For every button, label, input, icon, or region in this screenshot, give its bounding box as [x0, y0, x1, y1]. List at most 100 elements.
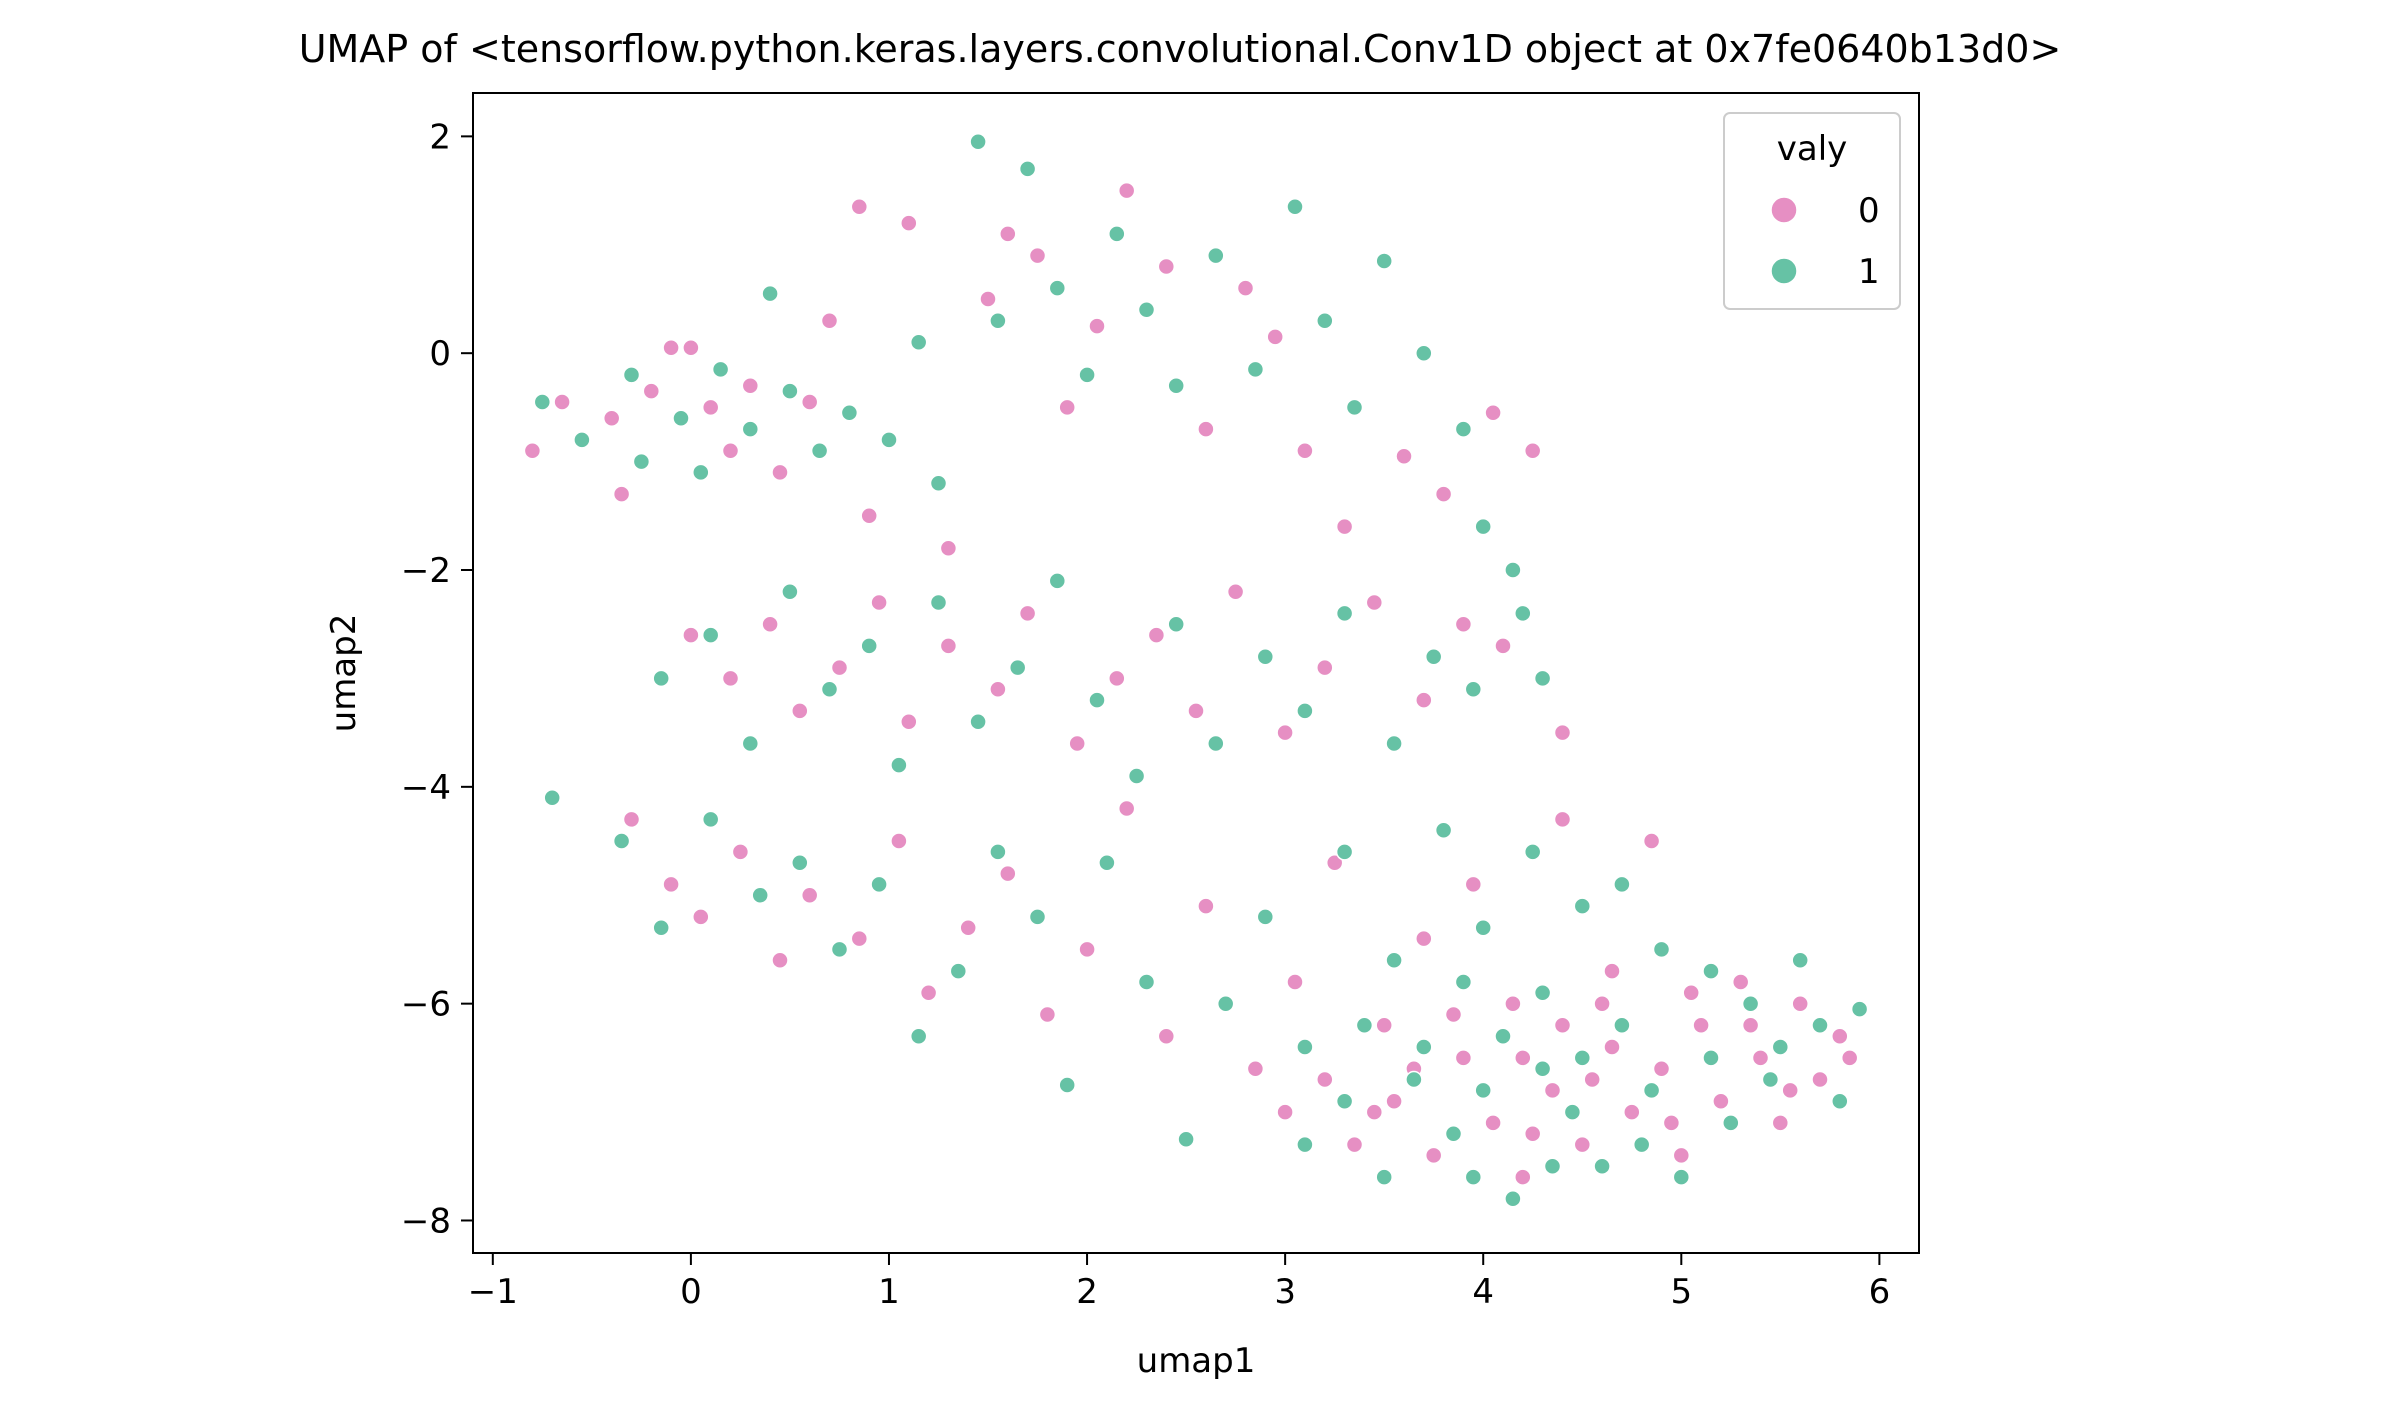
x-tick-label: 6 [1869, 1272, 1891, 1312]
data-point-class-1 [612, 832, 631, 850]
data-point-class-0 [1494, 637, 1512, 655]
data-point-class-1 [909, 1027, 928, 1045]
data-point-class-0 [1157, 1027, 1176, 1045]
data-point-class-0 [1543, 1081, 1562, 1100]
data-point-class-1 [810, 442, 829, 460]
data-point-class-1 [1415, 1038, 1433, 1056]
data-point-class-0 [1573, 1135, 1592, 1154]
data-point-class-1 [820, 680, 839, 699]
data-point-class-0 [1593, 994, 1611, 1013]
data-point-class-1 [1454, 973, 1473, 991]
data-point-class-0 [1751, 1049, 1770, 1067]
data-point-class-1 [1098, 853, 1116, 872]
data-point-class-0 [1484, 404, 1502, 422]
data-point-class-1 [1563, 1103, 1582, 1121]
data-point-class-0 [1583, 1070, 1601, 1089]
data-point-class-0 [999, 225, 1017, 243]
data-point-class-0 [1514, 1049, 1532, 1067]
data-point-class-1 [1008, 658, 1027, 677]
data-point-class-0 [1771, 1114, 1790, 1132]
data-point-class-0 [1444, 1005, 1463, 1024]
data-point-class-0 [771, 463, 789, 482]
chart-title: UMAP of <tensorflow.python.keras.layers.… [299, 27, 2062, 71]
data-point-class-1 [1018, 160, 1037, 178]
data-point-class-1 [701, 626, 720, 644]
x-tick-label: 5 [1670, 1272, 1692, 1312]
data-point-class-1 [573, 431, 591, 449]
y-axis: −8 −6 −4 −2 0 2 [401, 117, 473, 1241]
data-point-class-0 [1415, 691, 1433, 709]
data-point-class-1 [1216, 994, 1235, 1013]
data-point-class-0 [860, 507, 878, 525]
data-point-class-1 [1573, 1049, 1592, 1067]
data-point-class-1 [1474, 1081, 1492, 1100]
data-point-class-0 [1157, 257, 1176, 276]
data-point-class-1 [1761, 1070, 1780, 1089]
data-point-class-1 [1722, 1114, 1740, 1132]
data-point-class-0 [741, 376, 760, 395]
data-point-class-1 [1494, 1027, 1512, 1045]
data-point-class-0 [1088, 317, 1106, 335]
data-point-class-0 [721, 442, 740, 460]
data-point-class-1 [1702, 962, 1720, 980]
data-point-class-1 [622, 366, 641, 384]
data-point-class-0 [1276, 1103, 1294, 1121]
data-point-class-1 [1613, 875, 1631, 894]
data-point-class-0 [701, 398, 720, 417]
points-layer [523, 133, 1869, 1208]
data-point-class-1 [1256, 647, 1275, 666]
y-tick-label: 2 [429, 117, 451, 157]
data-point-class-1 [1415, 344, 1433, 362]
data-point-class-0 [1791, 994, 1809, 1013]
data-point-class-0 [1316, 658, 1334, 677]
data-point-class-0 [1741, 1016, 1760, 1035]
data-point-class-1 [1543, 1157, 1562, 1176]
data-point-class-1 [1088, 691, 1106, 709]
data-point-class-0 [1484, 1114, 1502, 1132]
data-point-class-0 [1187, 702, 1205, 720]
data-point-class-1 [741, 734, 760, 753]
data-point-class-1 [1296, 1038, 1314, 1056]
data-point-class-1 [1137, 973, 1156, 991]
data-point-class-0 [1286, 973, 1304, 991]
data-point-class-1 [692, 463, 710, 482]
data-point-class-0 [1365, 593, 1384, 612]
data-point-class-1 [761, 284, 779, 303]
data-point-class-0 [1712, 1092, 1730, 1110]
data-point-class-0 [1623, 1103, 1641, 1121]
data-point-class-1 [1831, 1092, 1849, 1110]
x-tick-label: 0 [680, 1272, 702, 1312]
data-point-class-1 [1286, 198, 1304, 216]
data-point-class-1 [781, 582, 799, 601]
data-point-class-1 [1137, 301, 1156, 319]
data-point-class-1 [870, 875, 888, 894]
legend-title: valy [1777, 129, 1848, 169]
data-point-class-1 [1296, 1135, 1314, 1154]
data-point-class-1 [1474, 919, 1492, 937]
data-point-class-1 [929, 474, 948, 493]
data-point-class-1 [741, 420, 760, 438]
data-point-class-0 [1325, 853, 1344, 872]
data-point-class-0 [682, 339, 700, 357]
y-tick-label: −8 [401, 1201, 451, 1241]
data-point-class-1 [1108, 225, 1126, 243]
data-point-class-0 [900, 713, 918, 731]
x-tick-label: −1 [468, 1272, 518, 1312]
data-point-class-1 [1355, 1016, 1374, 1035]
data-point-class-1 [1167, 615, 1185, 633]
data-point-class-1 [1573, 897, 1592, 915]
data-point-class-1 [1504, 1190, 1522, 1208]
data-point-class-0 [1018, 604, 1037, 623]
data-point-class-0 [1117, 799, 1136, 818]
data-point-class-1 [1167, 376, 1185, 395]
data-point-class-1 [830, 940, 849, 959]
data-point-class-1 [1405, 1070, 1423, 1089]
data-point-class-1 [1533, 669, 1552, 688]
data-point-class-0 [1553, 1016, 1572, 1035]
data-point-class-0 [761, 615, 779, 633]
data-point-class-1 [1375, 252, 1393, 270]
data-point-class-1 [1474, 517, 1492, 536]
x-tick-label: 4 [1472, 1272, 1494, 1312]
data-point-class-1 [880, 431, 898, 449]
y-tick-label: 0 [429, 334, 451, 374]
